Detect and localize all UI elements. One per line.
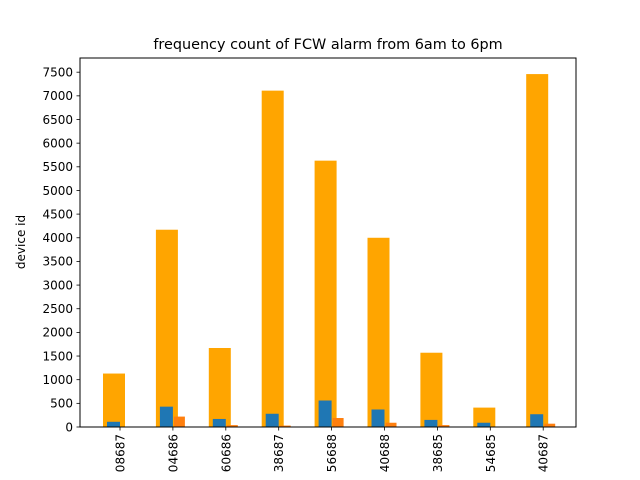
y-tick-label: 1500 (42, 349, 73, 363)
bar-series2-38685 (424, 419, 438, 427)
bar-series1-38685 (420, 352, 443, 427)
bar-series2-40688 (371, 409, 385, 427)
bar-series1-40687 (526, 74, 549, 427)
bar-series1-04686 (155, 229, 178, 427)
bar-series1-38687 (261, 90, 284, 428)
y-tick-label: 6000 (42, 136, 73, 150)
x-tick-label: 40688 (378, 434, 392, 472)
x-tick-label: 38687 (272, 434, 286, 472)
y-tick-label: 2500 (42, 302, 73, 316)
bar-series2-54685 (477, 422, 491, 427)
chart-title: frequency count of FCW alarm from 6am to… (153, 37, 502, 53)
bar-series1-54685 (473, 407, 496, 427)
y-tick-label: 5000 (42, 184, 73, 198)
x-tick-label: 08687 (114, 434, 128, 472)
y-tick-label: 6500 (42, 113, 73, 127)
y-tick-label: 0 (65, 420, 73, 434)
bar-series1-56688 (314, 160, 337, 427)
y-tick-label: 3000 (42, 278, 73, 292)
bar-series3-40688 (385, 422, 397, 427)
x-tick-label: 04686 (166, 434, 180, 472)
bar-series3-56688 (332, 418, 344, 427)
bar-series3-38687 (279, 425, 291, 427)
bar-series2-04686 (159, 406, 173, 427)
y-tick-label: 2000 (42, 326, 73, 340)
bar-series3-60686 (226, 425, 238, 427)
plot-frame (79, 57, 577, 428)
x-tick-label: 38685 (431, 434, 445, 472)
y-tick-label: 500 (50, 397, 73, 411)
y-tick-label: 7000 (42, 89, 73, 103)
bar-series2-60686 (212, 418, 226, 427)
x-tick-label: 56688 (325, 434, 339, 472)
x-ticks: 08687 04686 60686 38687 56688 40688 38685 54685… (114, 427, 551, 472)
bar-series2-08687 (107, 421, 120, 427)
bar-series3-40687 (544, 423, 556, 427)
x-tick-label: 60686 (219, 434, 233, 472)
x-tick-label: 54685 (484, 434, 498, 472)
bar-series1-08687 (103, 373, 125, 427)
bars-layer (103, 74, 556, 428)
y-tick-label: 3500 (42, 255, 73, 269)
y-ticks: 0 500 1000 1500 2000 2500 3000 3500 4000 4500 5000… (42, 65, 80, 434)
bar-series2-38687 (265, 413, 279, 427)
bar-series3-04686 (173, 416, 185, 427)
bar-series3-38685 (438, 425, 450, 427)
bar-series2-56688 (318, 400, 332, 427)
bar-series2-40687 (530, 414, 544, 427)
x-tick-label: 40687 (537, 434, 551, 472)
y-axis-label: device id (14, 215, 28, 269)
y-tick-label: 1000 (42, 373, 73, 387)
y-tick-label: 4000 (42, 231, 73, 245)
y-tick-label: 7500 (42, 65, 73, 79)
bar-series1-60686 (208, 347, 231, 427)
y-tick-label: 4500 (42, 207, 73, 221)
bar-series1-40688 (367, 237, 390, 427)
y-tick-label: 5500 (42, 160, 73, 174)
